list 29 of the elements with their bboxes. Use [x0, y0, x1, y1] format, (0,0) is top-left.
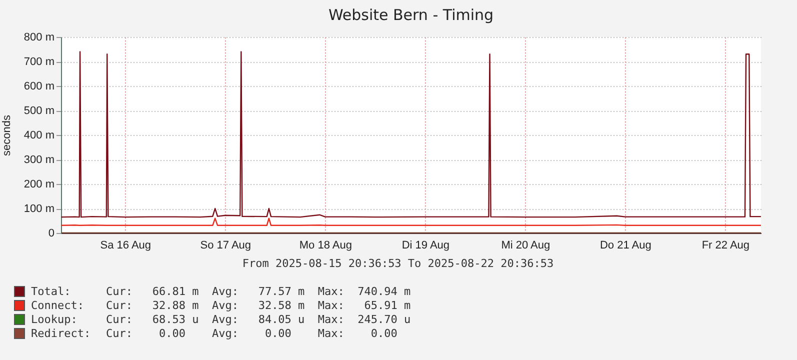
text: Cur: 0.00 Avg: 0.00 Max: 0.00 — [106, 326, 398, 340]
x-tick-label: Di 19 Aug — [402, 240, 450, 252]
line-series — [61, 218, 761, 226]
line-series — [61, 51, 761, 218]
x-tick-label: Do 21 Aug — [600, 240, 652, 252]
text: Cur: 68.53 u Avg: 84.05 u Max: 245.70 u — [106, 312, 411, 326]
x-tick-label: Mo 18 Aug — [299, 240, 352, 252]
y-tick-label: 100 m — [24, 203, 54, 215]
y-tick-label: 500 m — [24, 105, 54, 117]
text: From 2025-08-15 20:36:53 To 2025-08-22 20:36:53 — [242, 257, 554, 270]
x-tick-label: Sa 16 Aug — [100, 240, 152, 252]
legend-label: Lookup: — [31, 312, 78, 326]
y-tick-label: 200 m — [24, 178, 54, 190]
x-tick-label: So 17 Aug — [200, 240, 252, 252]
legend-label: Redirect: — [31, 326, 92, 340]
y-tick-label: 400 m — [24, 130, 54, 142]
y-tick-label: 700 m — [24, 56, 54, 68]
y-tick-label: 300 m — [24, 154, 54, 166]
x-tick-label: Mi 20 Aug — [501, 240, 550, 252]
y-axis-title: seconds — [0, 114, 13, 156]
legend-label: Connect: — [31, 298, 85, 312]
y-tick-label: 800 m — [24, 32, 54, 44]
text: Cur: 66.81 m Avg: 77.57 m Max: 740.94 m — [106, 284, 411, 298]
y-tick-label: 600 m — [24, 80, 54, 92]
x-tick-label: Fr 22 Aug — [702, 240, 750, 252]
legend-label: Total: — [31, 284, 72, 298]
text: Cur: 32.88 m Avg: 32.58 m Max: 65.91 m — [106, 298, 411, 312]
y-tick-label: 0 — [48, 228, 54, 240]
chart-title: Website Bern - Timing — [328, 6, 494, 24]
